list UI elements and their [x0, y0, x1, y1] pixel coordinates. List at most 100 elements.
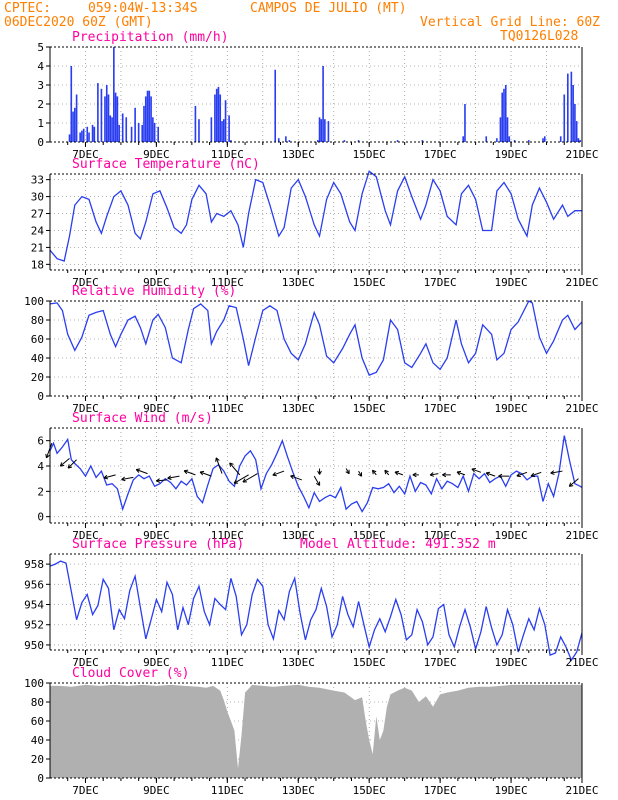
wind-arrow-shaft — [394, 471, 404, 476]
wind-arrow-head — [135, 469, 140, 473]
wind-arrow-head — [233, 479, 237, 484]
cloud-title: Cloud Cover (%) — [72, 666, 189, 681]
rh-ytick-label: 80 — [31, 314, 44, 327]
wind-arrow-head — [215, 457, 220, 461]
temp-xtick-label: 21DEC — [565, 276, 598, 289]
wind-arrow — [121, 476, 134, 482]
wind-arrow-head — [372, 469, 377, 473]
rh-ytick-label: 60 — [31, 333, 44, 346]
precip-bar — [105, 85, 108, 142]
wind-arrow-head — [46, 454, 50, 459]
precip-bar — [570, 71, 573, 142]
pressure-xtick-label: 15DEC — [353, 656, 386, 669]
wind-arrow-head — [471, 467, 476, 470]
wind-arrow-shaft — [456, 471, 466, 476]
wind-arrow-head — [156, 480, 161, 483]
precip-bar — [75, 94, 78, 142]
wind-arrow-shaft — [156, 479, 168, 482]
header-source: CPTEC: — [4, 1, 51, 16]
rh-xtick-label: 7DEC — [72, 402, 99, 415]
precip-bar — [111, 117, 113, 142]
pressure-title: Surface Pressure (hPa) — [72, 537, 244, 552]
wind-arrow-head — [412, 474, 417, 478]
wind-arrow-head — [121, 479, 126, 482]
pressure-annotation: Model Altitude: 491.352 m — [300, 537, 496, 552]
wind-xtick-label: 11DEC — [211, 529, 244, 542]
wind-arrow-head — [550, 472, 555, 475]
precip-bar — [572, 85, 574, 142]
wind-arrow-head — [200, 470, 205, 473]
wind-arrow-shaft — [290, 475, 302, 481]
wind-arrow-head — [121, 476, 125, 480]
wind-arrow-shaft — [516, 471, 528, 477]
wind-arrow-head — [516, 472, 520, 477]
wind-arrow — [498, 473, 510, 479]
precip-xtick-label: 15DEC — [353, 148, 386, 161]
precip-bar — [68, 134, 71, 142]
wind-arrow — [530, 471, 542, 478]
wind-ytick-label: 0 — [37, 511, 44, 524]
wind-arrow-head — [498, 475, 503, 479]
wind-arrow-head — [184, 469, 189, 472]
wind-arrow-shaft — [485, 472, 496, 477]
wind-arrow-shaft — [313, 475, 321, 486]
wind-arrow — [357, 470, 363, 477]
precip-bar — [100, 88, 103, 142]
precip-ytick-label: 1 — [37, 117, 44, 130]
temp-xtick-label: 19DEC — [495, 276, 528, 289]
temp-ytick-label: 24 — [31, 224, 45, 237]
wind-arrow — [167, 475, 180, 480]
precip-bar — [109, 115, 112, 142]
wind-arrow-shaft — [121, 476, 134, 480]
precip-bar — [224, 100, 227, 142]
cloud-area — [50, 684, 582, 778]
wind-arrow-head — [319, 470, 322, 475]
temp-xtick-label: 15DEC — [353, 276, 386, 289]
wind-arrow-head — [485, 472, 490, 477]
precip-bar — [543, 136, 546, 142]
precip-bar — [91, 124, 94, 142]
precip-bar — [343, 140, 346, 142]
wind-arrow-shaft — [59, 458, 70, 467]
wind-arrow-head — [550, 470, 555, 474]
wind-arrow — [242, 473, 258, 483]
precip-xtick-label: 13DEC — [282, 148, 315, 161]
precip-bar — [150, 96, 152, 142]
temp-ytick-label: 21 — [31, 241, 44, 254]
wind-arrow-head — [371, 470, 374, 475]
wind-arrow-shaft — [550, 470, 563, 474]
precip-bar — [277, 138, 280, 142]
precip-bar — [527, 140, 530, 142]
wind-arrow-head — [215, 457, 217, 462]
precip-bar — [141, 124, 144, 142]
precip-bar — [144, 96, 147, 142]
wind-arrow-shaft — [272, 470, 285, 476]
precip-bar — [121, 113, 124, 142]
wind-arrow-head — [357, 473, 362, 477]
precip-xtick-label: 7DEC — [72, 148, 99, 161]
cloud-ytick-label: 40 — [31, 734, 44, 747]
cloud-xtick-label: 9DEC — [143, 784, 170, 797]
wind-arrow-head — [516, 475, 521, 478]
wind-arrow-head — [394, 471, 399, 476]
wind-arrow — [384, 469, 390, 476]
wind-xtick-label: 15DEC — [353, 529, 386, 542]
pressure-ytick-label: 950 — [24, 639, 44, 652]
cloud-xtick-label: 11DEC — [211, 784, 244, 797]
wind-arrow-head — [67, 464, 70, 469]
wind-arrow — [442, 472, 451, 478]
wind-arrow-head — [272, 474, 277, 477]
wind-title: Surface Wind (m/s) — [72, 411, 213, 426]
precip-bar — [214, 94, 216, 142]
wind-xtick-label: 9DEC — [143, 529, 170, 542]
wind-arrow — [313, 475, 321, 486]
precip-bar — [421, 140, 424, 142]
precip-ytick-label: 4 — [37, 60, 44, 73]
wind-arrow-head — [229, 462, 234, 465]
cloud-xtick-label: 21DEC — [565, 784, 598, 797]
wind-arrow-head — [229, 462, 231, 467]
wind-arrow — [59, 458, 70, 467]
header-coordinates: 059:04W-13:34S — [88, 1, 198, 16]
cloud-xtick-label: 17DEC — [424, 784, 457, 797]
wind-arrow-shaft — [67, 459, 77, 469]
